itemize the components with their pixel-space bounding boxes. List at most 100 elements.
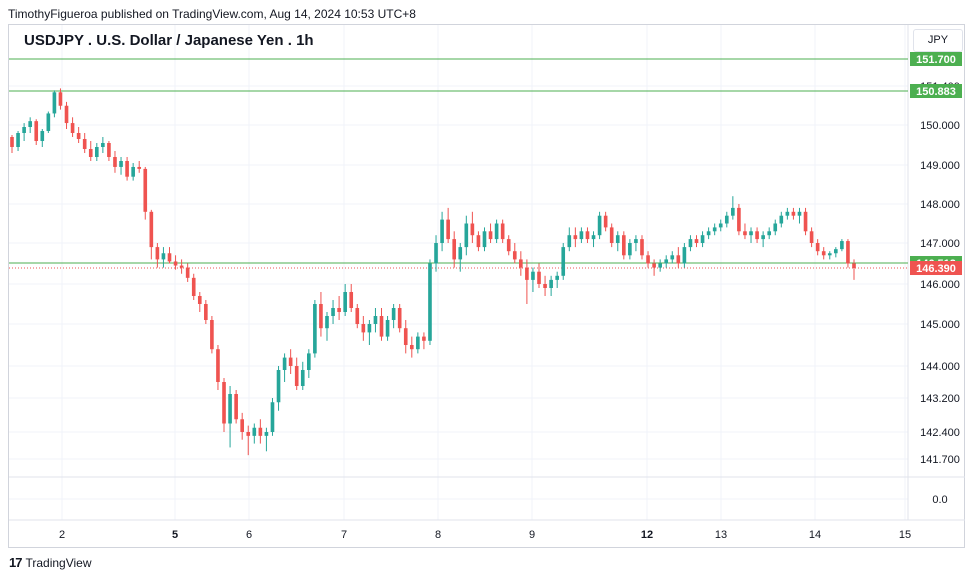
candle-body — [609, 227, 614, 243]
publisher-caption: TimothyFigueroa published on TradingView… — [8, 7, 416, 21]
candle-body — [270, 402, 275, 432]
candle-body — [852, 263, 856, 269]
time-tick-label: 7 — [341, 529, 347, 541]
candle-body — [815, 243, 820, 252]
candle-body — [294, 366, 299, 386]
level-label-bg — [910, 52, 962, 66]
candle-body — [16, 133, 20, 147]
candle-body — [416, 336, 420, 350]
candle-body — [10, 137, 14, 147]
candle-body — [494, 223, 499, 240]
candle-body — [694, 239, 699, 243]
candle-body — [276, 370, 281, 403]
candle-body — [446, 219, 450, 240]
candle-body — [113, 157, 117, 167]
candle-body — [173, 261, 178, 266]
candle-body — [634, 239, 638, 243]
candle-body — [555, 275, 559, 280]
candle-body — [797, 211, 802, 216]
candle-body — [525, 267, 529, 280]
candle-body — [428, 263, 432, 341]
currency-button[interactable]: JPY — [913, 29, 963, 52]
candle-body — [840, 241, 844, 250]
time-tick-label: 14 — [809, 529, 821, 541]
candle-body — [628, 243, 632, 256]
candle-body — [458, 247, 463, 260]
price-axis: 151.400150.000149.000148.000147.000146.0… — [920, 81, 960, 506]
candle-body — [204, 304, 208, 320]
candle-body — [712, 227, 717, 232]
candle-body — [149, 211, 154, 248]
candle-body — [440, 219, 444, 243]
price-tick-label: 147.000 — [920, 238, 960, 250]
candle-body — [567, 235, 572, 248]
candle-body — [119, 161, 123, 167]
time-tick-label: 13 — [715, 529, 727, 541]
candle-body — [76, 133, 81, 139]
time-tick-label: 6 — [246, 529, 252, 541]
price-tick-label: 143.200 — [920, 393, 960, 405]
candle-body — [367, 324, 372, 333]
candle-body — [403, 328, 408, 345]
candle-body — [434, 243, 438, 264]
candle-body — [191, 277, 196, 296]
candle-body — [210, 320, 214, 350]
candle-body — [670, 255, 675, 260]
candle-body — [52, 92, 57, 114]
price-tick-label: 148.000 — [920, 199, 960, 211]
candle-body — [664, 259, 669, 264]
grid-lines — [9, 25, 965, 521]
candle-body — [179, 265, 184, 268]
candle-body — [500, 223, 505, 240]
candle-body — [676, 255, 681, 264]
candle-body — [228, 394, 232, 424]
candle-body — [476, 235, 481, 248]
candle-body — [749, 231, 753, 236]
brand-label: TradingView — [25, 555, 92, 570]
tradingview-brand[interactable]: 17 TradingView — [9, 555, 92, 570]
candle-body — [591, 235, 596, 240]
candle-body — [397, 308, 402, 329]
time-tick-label: 5 — [172, 529, 178, 541]
candlestick-series — [10, 88, 856, 456]
candle-body — [385, 320, 390, 337]
candle-body — [573, 235, 578, 240]
candle-body — [282, 357, 287, 370]
candle-body — [512, 251, 517, 260]
time-tick-label: 2 — [59, 529, 65, 541]
candle-body — [767, 231, 772, 236]
candle-body — [264, 432, 269, 436]
candle-body — [46, 113, 51, 131]
candle-body — [561, 247, 566, 276]
candle-body — [331, 308, 335, 316]
candle-body — [640, 239, 644, 256]
candle-body — [615, 235, 620, 243]
candle-body — [470, 223, 475, 236]
candle-body — [337, 308, 341, 312]
candle-body — [197, 296, 202, 304]
candle-body — [216, 349, 220, 382]
candle-body — [246, 432, 251, 436]
candle-body — [258, 427, 263, 436]
price-tick-label: 145.000 — [920, 319, 960, 331]
candle-body — [821, 251, 826, 256]
chart-title: USDJPY . U.S. Dollar / Japanese Yen . 1h — [24, 32, 314, 49]
candle-body — [585, 231, 590, 240]
candle-body — [531, 271, 535, 280]
price-tick-label: 149.000 — [920, 160, 960, 172]
candle-body — [646, 255, 650, 264]
candle-body — [688, 239, 693, 248]
candle-body — [846, 241, 850, 264]
candle-body — [718, 223, 723, 228]
candle-body — [361, 324, 366, 333]
candle-body — [834, 249, 838, 254]
candle-body — [143, 168, 148, 212]
candle-body — [161, 253, 166, 260]
chart-frame — [8, 24, 965, 548]
level-label: 150.883 — [916, 86, 956, 98]
candle-body — [222, 382, 226, 424]
candle-body — [240, 419, 245, 432]
candle-body — [731, 207, 735, 216]
candle-body — [94, 147, 99, 157]
